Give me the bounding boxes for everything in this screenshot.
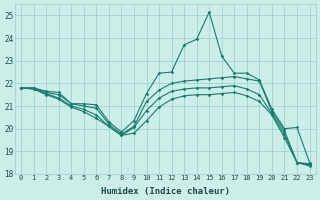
X-axis label: Humidex (Indice chaleur): Humidex (Indice chaleur): [101, 187, 230, 196]
